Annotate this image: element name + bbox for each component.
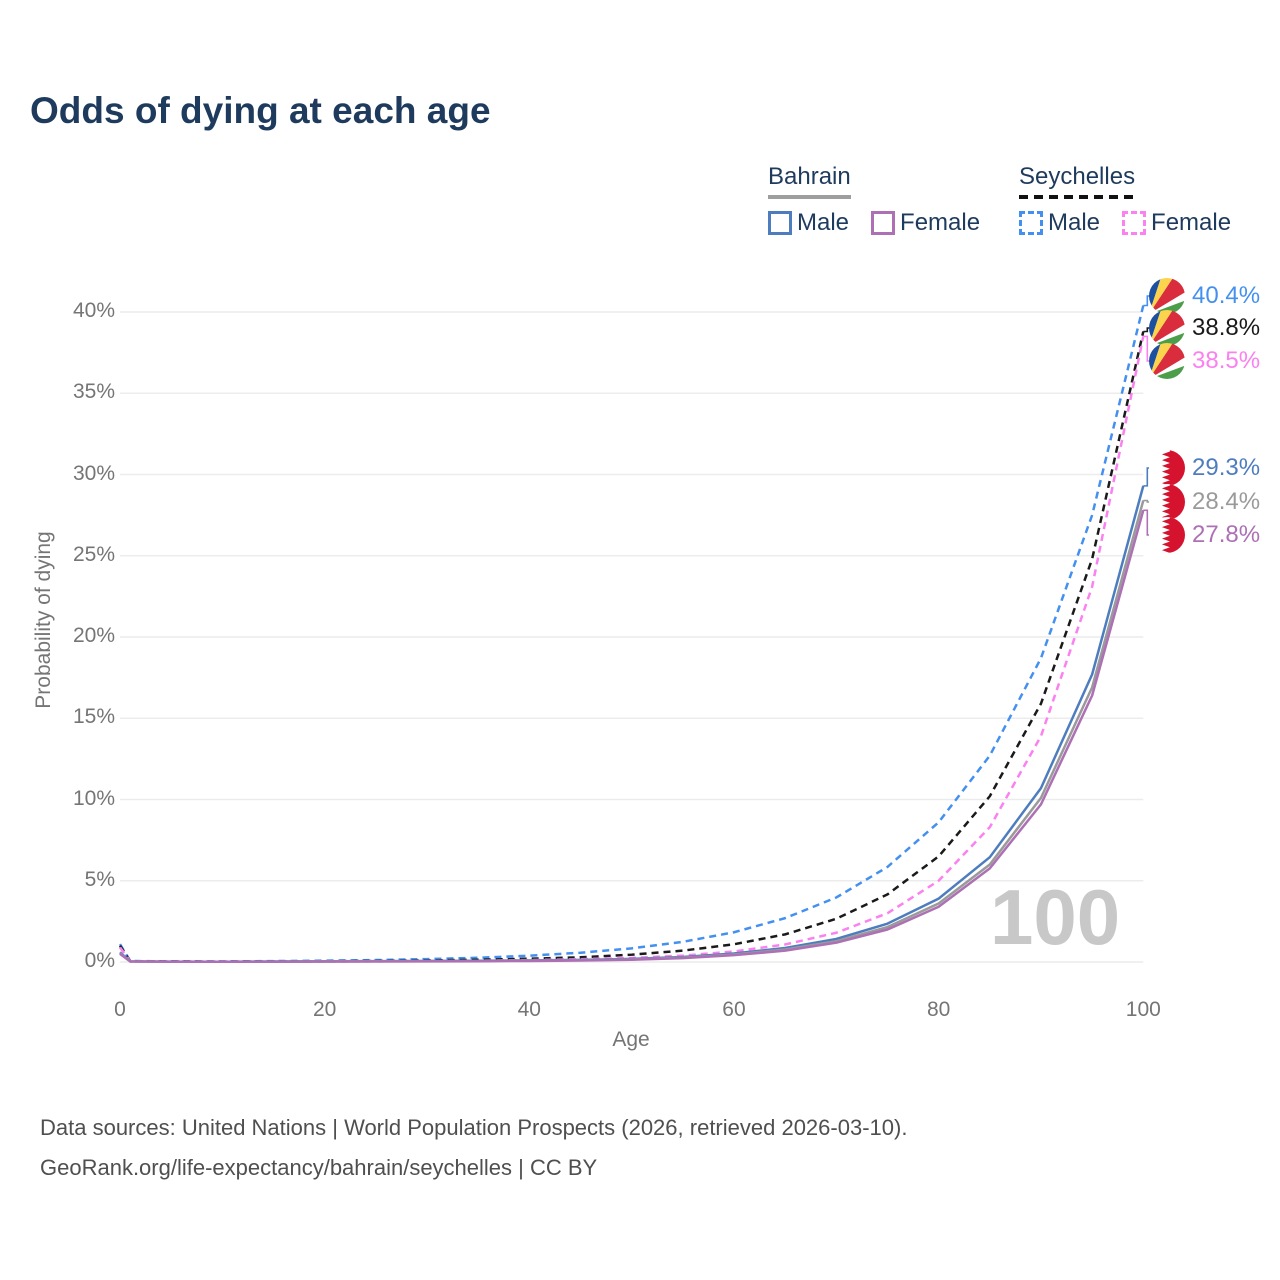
legend-item-seychelles-female[interactable]: Female: [1122, 209, 1231, 237]
seychelles-flag-icon: [1149, 343, 1185, 379]
y-tick-5%: 5%: [84, 867, 115, 891]
end-value: 38.8%: [1192, 314, 1261, 341]
x-tick-40: 40: [517, 998, 541, 1021]
end-label-seychelles-both: 38.8%: [1149, 310, 1260, 346]
line-style-swatch-icon: [1122, 211, 1147, 235]
page-title: Odds of dying at each age: [30, 90, 491, 131]
seychelles-flag-icon: [1149, 278, 1185, 314]
end-label-seychelles-female: 38.5%: [1149, 343, 1260, 379]
line-style-swatch-icon: [1019, 211, 1043, 235]
end-label-bahrain-both: 28.4%: [1149, 484, 1260, 520]
x-axis-title: Age: [612, 1028, 650, 1051]
y-tick-25%: 25%: [72, 542, 115, 566]
y-tick-30%: 30%: [72, 461, 115, 485]
legend-item-seychelles-male[interactable]: Male: [1019, 209, 1100, 237]
data-sources: Data sources: United Nations | World Pop…: [40, 1108, 907, 1188]
bahrain-flag-icon: [1149, 484, 1185, 520]
legend-group-bahrain: Bahrain Male Female: [768, 163, 1002, 237]
legend-label: Female: [1151, 209, 1232, 236]
bahrain-flag-icon: [1149, 450, 1185, 486]
x-tick-0: 0: [114, 998, 126, 1021]
end-value: 28.4%: [1192, 488, 1261, 515]
legend-title-seychelles: Seychelles: [1019, 163, 1136, 199]
end-value: 38.5%: [1192, 347, 1261, 374]
data-sources-line2: GeoRank.org/life-expectancy/bahrain/seyc…: [40, 1155, 598, 1181]
legend-group-seychelles: Seychelles Male Female: [1019, 163, 1253, 237]
end-label-bahrain-female: 27.8%: [1149, 517, 1260, 553]
x-tick-80: 80: [926, 998, 951, 1021]
x-tick-100: 100: [1125, 998, 1161, 1021]
seychelles-flag-icon: [1149, 310, 1185, 346]
line-style-swatch-icon: [768, 211, 792, 235]
end-label-bahrain-male: 29.3%: [1149, 450, 1260, 486]
legend-title-bahrain: Bahrain: [768, 163, 851, 199]
hovered-age-watermark: 100: [990, 873, 1121, 961]
series-line-bahrain-female[interactable]: [119, 509, 1145, 964]
bahrain-flag-icon: [1149, 517, 1185, 553]
end-label-seychelles-male: 40.4%: [1149, 278, 1260, 314]
y-tick-20%: 20%: [72, 624, 115, 647]
end-value: 40.4%: [1192, 282, 1261, 309]
y-tick-40%: 40%: [72, 299, 115, 322]
y-tick-15%: 15%: [72, 705, 115, 729]
legend-item-bahrain-male[interactable]: Male: [768, 209, 849, 237]
legend-label: Female: [900, 209, 981, 236]
data-sources-line1: Data sources: United Nations | World Pop…: [40, 1115, 908, 1140]
y-tick-35%: 35%: [72, 380, 115, 404]
legend-label: Male: [797, 209, 850, 236]
line-style-swatch-icon: [871, 211, 896, 235]
legend-label: Male: [1048, 209, 1101, 236]
legend-item-bahrain-female[interactable]: Female: [871, 209, 980, 237]
y-axis-title: Probability of dying: [32, 531, 55, 709]
y-tick-0%: 0%: [84, 949, 115, 972]
y-tick-10%: 10%: [72, 786, 115, 810]
end-value: 29.3%: [1192, 454, 1261, 481]
x-tick-20: 20: [312, 998, 337, 1021]
x-tick-60: 60: [722, 998, 746, 1021]
end-value: 27.8%: [1192, 521, 1261, 548]
